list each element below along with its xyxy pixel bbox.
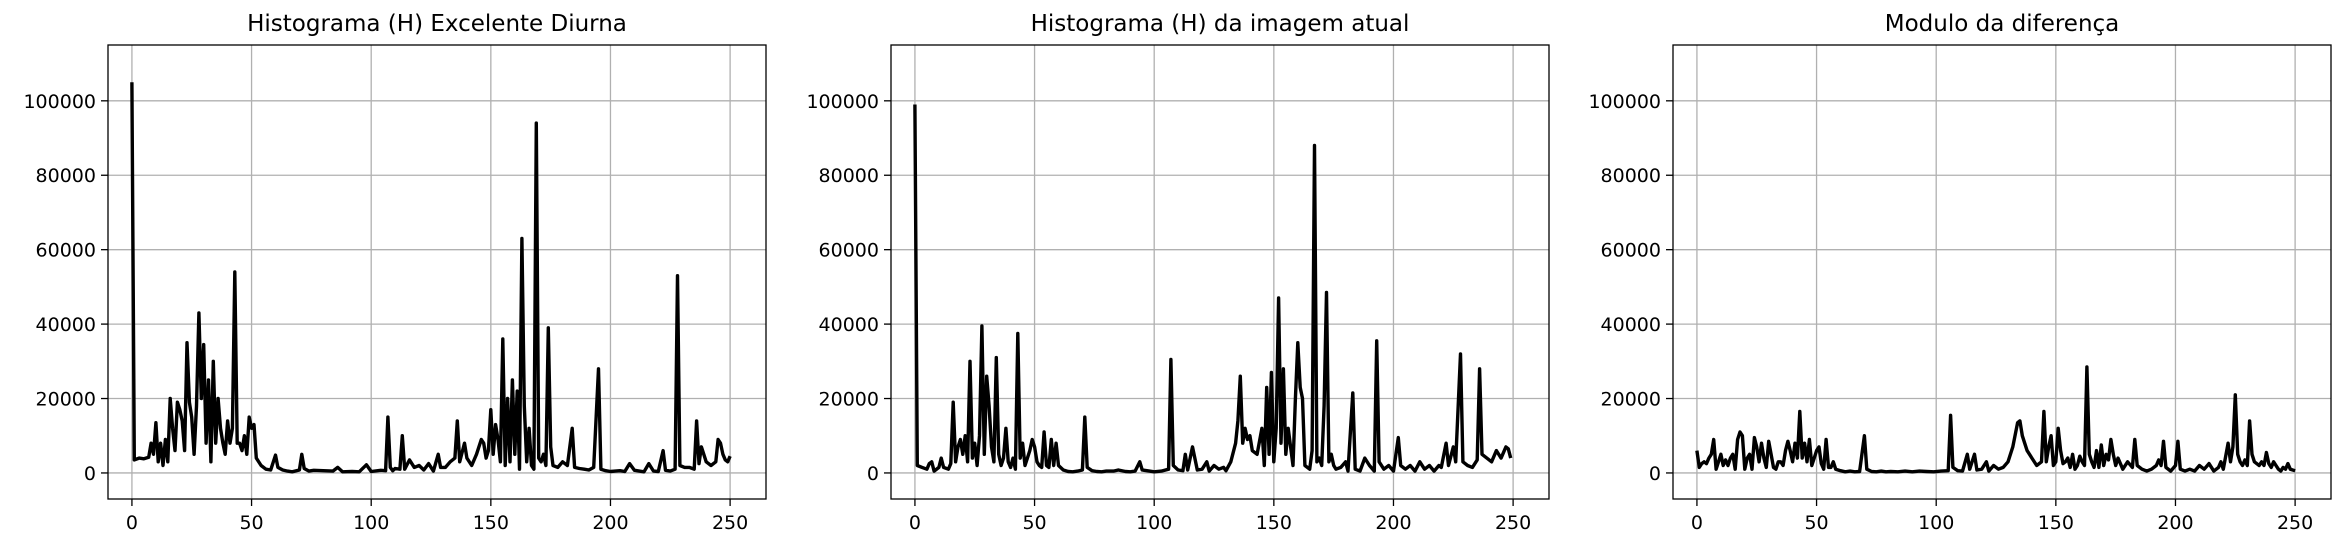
x-tick-label: 0 xyxy=(126,512,138,534)
x-tick-label: 150 xyxy=(1256,512,1292,534)
axes-frame xyxy=(1672,44,2332,500)
y-tick-label: 0 xyxy=(84,463,96,485)
x-tick-label: 100 xyxy=(353,512,389,534)
histogram-line xyxy=(130,82,732,474)
y-tick-label: 100000 xyxy=(806,91,879,113)
chart-panel-2: 0 50 100 150 200 250 0 20000 40000 60000 80000 1000… xyxy=(806,11,1550,534)
x-tick-label: 150 xyxy=(2038,512,2074,534)
x-tick-label: 200 xyxy=(2157,512,2193,534)
y-tick-label: 20000 xyxy=(1601,389,1661,411)
y-tick-label: 60000 xyxy=(1601,240,1661,262)
y-tick-label: 100000 xyxy=(1588,91,1661,113)
x-tick-label: 0 xyxy=(909,512,921,534)
y-tick-label: 20000 xyxy=(36,389,96,411)
x-tick-label: 250 xyxy=(1495,512,1531,534)
y-tick-label: 80000 xyxy=(36,165,96,187)
y-tick-label: 40000 xyxy=(1601,314,1661,336)
x-tick-label: 50 xyxy=(1022,512,1046,534)
x-tick-label: 200 xyxy=(1375,512,1411,534)
chart-title: Histograma (H) Excelente Diurna xyxy=(247,11,627,37)
x-tick-label: 150 xyxy=(473,512,509,534)
axes-frame xyxy=(890,44,1550,500)
y-tick-label: 0 xyxy=(867,463,879,485)
axes-frame xyxy=(107,44,767,500)
x-tick-label: 0 xyxy=(1691,512,1703,534)
x-tick-label: 250 xyxy=(712,512,748,534)
x-tick-label: 50 xyxy=(239,512,263,534)
y-tick-label: 60000 xyxy=(819,240,879,262)
x-tick-label: 50 xyxy=(1804,512,1828,534)
chart-title: Histograma (H) da imagem atual xyxy=(1031,11,1410,37)
y-tick-label: 40000 xyxy=(819,314,879,336)
x-tick-label: 100 xyxy=(1136,512,1172,534)
histogram-line xyxy=(1695,365,2296,474)
chart-panel-1: 0 50 100 150 200 250 0 20000 40000 60000 80000 1000… xyxy=(23,11,767,534)
y-tick-label: 40000 xyxy=(36,314,96,336)
y-tick-label: 100000 xyxy=(23,91,96,113)
y-tick-label: 20000 xyxy=(819,389,879,411)
chart-panel-3: 0 50 100 150 200 250 0 20000 40000 60000 80000 1000… xyxy=(1588,11,2332,534)
y-tick-label: 60000 xyxy=(36,240,96,262)
x-tick-label: 200 xyxy=(592,512,628,534)
chart-title: Modulo da diferença xyxy=(1885,11,2120,37)
y-tick-label: 0 xyxy=(1649,463,1661,485)
histogram-line xyxy=(913,104,1513,474)
x-tick-label: 100 xyxy=(1918,512,1954,534)
y-tick-label: 80000 xyxy=(1601,165,1661,187)
x-tick-label: 250 xyxy=(2277,512,2313,534)
y-tick-label: 80000 xyxy=(819,165,879,187)
